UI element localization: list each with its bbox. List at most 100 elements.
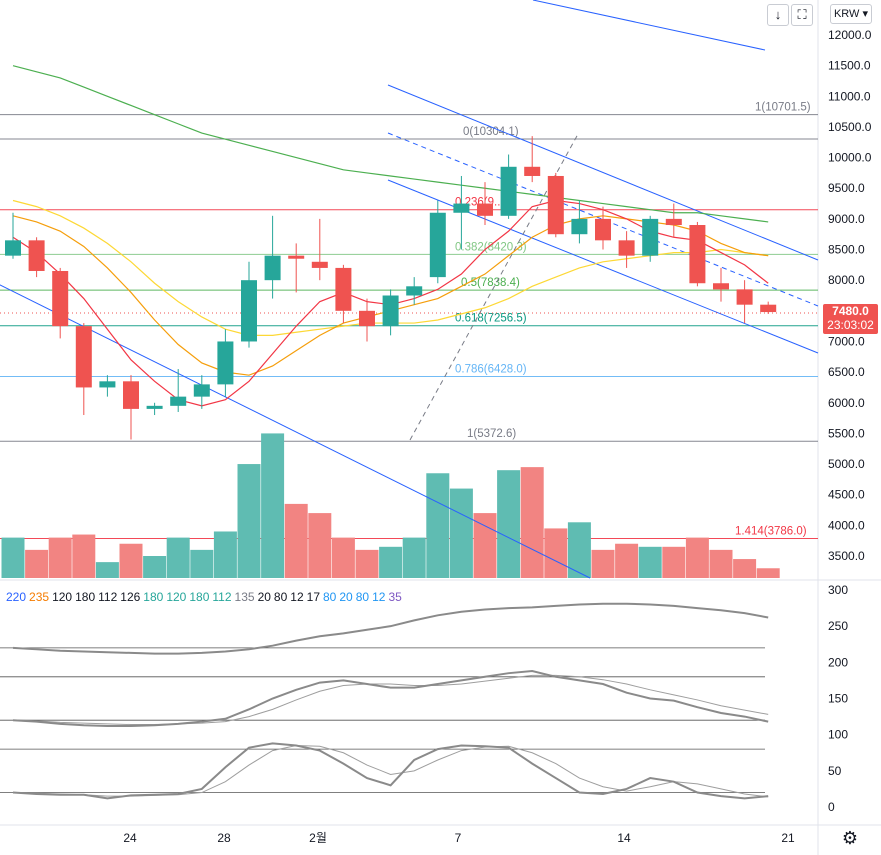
indicator-legend-value: 120 [166,590,187,604]
indicator-tick-label: 250 [828,619,848,633]
volume-bar [331,537,355,578]
indicator-legend-value: 180 [143,590,164,604]
candle-body [311,261,328,268]
price-tick-label: 10500.0 [828,120,872,134]
channel-lower [387,179,819,354]
time-tick-label: 24 [123,831,137,845]
indicator-legend: 220 235 120 180 112 126 180 120 180 112 135 20 80 12 1… [6,590,405,604]
indicator-tick-label: 300 [828,583,848,597]
indicator-legend-value: 35 [388,590,402,604]
candle-body [760,304,777,313]
candle-body [123,381,139,409]
fibonacci-levels: 1(10701.5) 0(10304.1) 0.236(9...3) 0.382(84… [0,102,818,539]
price-tick-label: 7000.0 [828,334,865,348]
volume-bar [449,488,473,578]
volume-bar [190,549,214,578]
candle-body [5,240,21,256]
volume-bar [355,549,379,578]
indicator-line [12,670,769,727]
candle-body [146,405,163,409]
volume-bar [1,537,25,578]
candle-body [241,280,257,342]
fib-label: 1.414(3786.0) [735,525,807,537]
volume-bar [48,537,72,578]
price-tick-label: 4000.0 [828,518,865,532]
indicator-legend-value: 80 [273,590,288,604]
candle-body [382,295,399,327]
volume-bar [166,537,190,578]
fib-label: 0(10304.1) [463,126,519,138]
fib-label: 0.382(8420.3) [455,241,527,253]
indicator-legend-value: 20 [339,590,353,604]
candle-body [713,283,729,290]
price-tick-label: 6500.0 [828,365,865,379]
candle-body [28,240,45,271]
candle-body [736,289,753,305]
indicator-legend-value: 126 [120,590,141,604]
indicator-legend-value: 112 [212,590,232,604]
volume-bars [1,433,780,578]
indicator-signal [12,745,769,798]
volume-bar [733,559,757,578]
volume-bar [426,473,450,578]
candle-body [477,203,493,216]
candle-countdown: 23:03:02 [827,318,874,332]
channel-upper [387,84,819,261]
candle-body [264,255,281,281]
indicator-legend-value: 180 [189,590,210,604]
candle-body [99,381,116,388]
volume-bar [261,433,285,578]
candle-body [170,396,187,406]
candle-body [429,212,446,278]
fib-label: 0.786(6428.0) [455,364,527,376]
volume-bar [379,546,403,578]
gear-icon[interactable]: ⚙ [841,828,859,848]
currency-selector[interactable]: KRW ▾ [830,4,872,24]
time-tick-label: 21 [781,831,795,845]
fib-label: 0.236(9...3) [455,197,514,209]
indicator-legend-value: 135 [234,590,255,604]
indicator-legend-value: 12 [290,590,304,604]
fib-label: 1(5372.6) [467,428,516,440]
volume-bar [662,546,686,578]
indicator-line [12,742,769,800]
volume-bar [756,568,780,578]
indicator-legend-value: 120 [52,590,73,604]
indicator-legend-value: 112 [98,590,118,604]
volume-bar [520,467,544,578]
volume-bar [119,543,143,578]
volume-bar [591,549,615,578]
time-tick-label: 28 [217,831,231,845]
time-tick-label: 14 [617,831,631,845]
candle-body [547,175,564,235]
indicator-legend-value: 20 [257,590,271,604]
price-tick-label: 11500.0 [828,59,871,73]
price-tick-label: 5000.0 [828,457,865,471]
indicator-legend-value: 80 [355,590,370,604]
candle-body [406,286,423,296]
volume-bar [143,556,167,578]
price-tick-label: 8000.0 [828,273,865,287]
price-tick-label: 6000.0 [828,396,865,410]
download-icon[interactable]: ↓ [767,4,789,26]
indicator-pane [0,602,769,800]
trend-line-top [532,0,766,51]
candle-body [75,326,92,388]
fib-label: 0.618(7256.5) [455,313,527,325]
price-tick-label: 3500.0 [828,549,865,563]
ma-line [12,65,769,223]
price-tick-label: 10000.0 [828,151,872,165]
volume-bar [284,503,308,578]
candle-body [217,341,234,385]
fullscreen-icon[interactable]: ⛶ [791,4,813,26]
volume-bar [638,546,662,578]
indicator-tick-label: 100 [828,728,848,742]
candle-body [288,255,305,259]
volume-bar [615,543,639,578]
volume-bar [402,537,426,578]
volume-bar [567,522,591,578]
volume-bar [685,537,709,578]
indicator-tick-label: 0 [828,800,835,814]
indicator-line [12,602,769,655]
